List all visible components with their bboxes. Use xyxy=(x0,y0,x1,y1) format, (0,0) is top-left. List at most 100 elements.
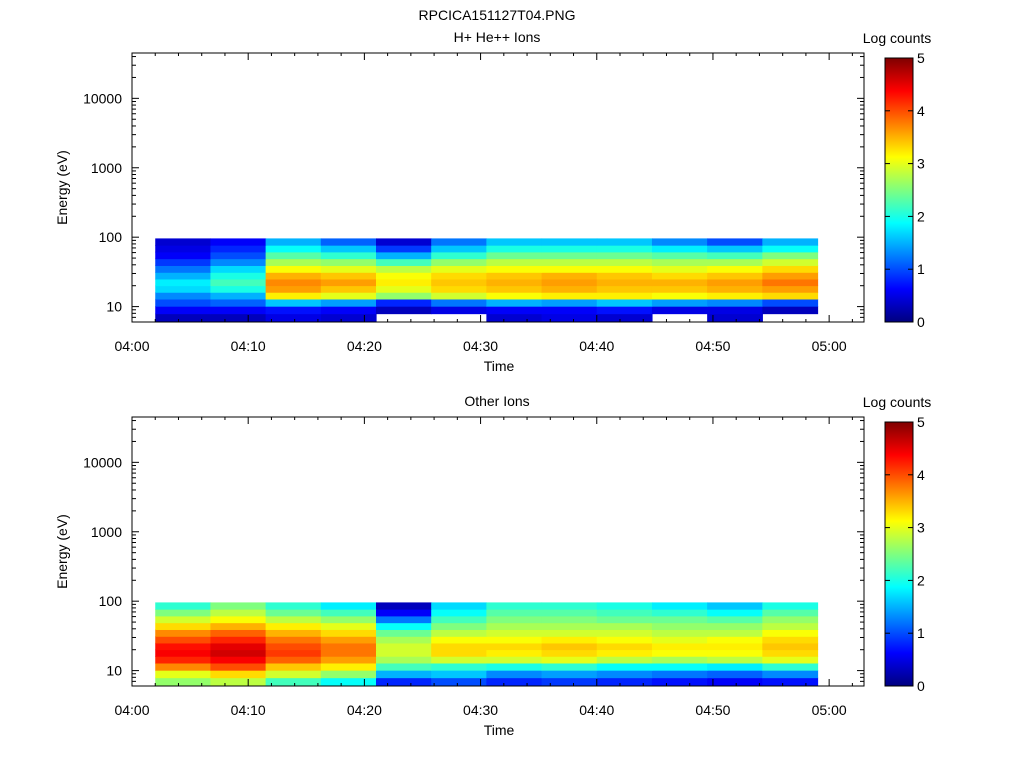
heatmap-cell xyxy=(155,245,212,253)
heatmap-cell xyxy=(210,642,267,651)
heatmap-cell xyxy=(155,677,212,686)
heatmap-cell xyxy=(707,306,763,315)
heatmap-cell xyxy=(651,615,708,624)
heatmap-cell xyxy=(596,298,653,307)
heatmap-cell xyxy=(376,278,432,287)
heatmap-cell xyxy=(210,278,267,287)
heatmap-cell xyxy=(210,285,267,293)
y-tick-label: 100 xyxy=(99,593,123,609)
heatmap-cell xyxy=(431,677,487,686)
heatmap-cell xyxy=(651,677,708,686)
heatmap-cell xyxy=(210,602,267,610)
heatmap-cell xyxy=(541,245,598,253)
heatmap-cell xyxy=(155,306,212,315)
heatmap-cell xyxy=(431,238,487,246)
heatmap-cell xyxy=(541,265,598,273)
heatmap-cell xyxy=(707,272,763,280)
heatmap-cell xyxy=(376,636,432,644)
y-axis-label: Energy (eV) xyxy=(54,514,70,589)
heatmap-cell xyxy=(320,272,377,280)
x-tick-label: 04:50 xyxy=(695,338,730,354)
heatmap-cell xyxy=(155,238,212,246)
heatmap-cell xyxy=(596,609,653,617)
heatmap-cell xyxy=(486,629,543,637)
heatmap-cell xyxy=(541,285,598,293)
heatmap-cell xyxy=(541,238,598,246)
heatmap-cell xyxy=(431,298,487,307)
heatmap-cell xyxy=(596,602,653,610)
heatmap-cell xyxy=(541,278,598,287)
panel-other-ions: 04:00 04:10 04:20 04:30 04:40 04:50 05:00 Time 1… xyxy=(54,393,931,738)
x-tick-label: 05:00 xyxy=(812,338,847,354)
heatmap-cell xyxy=(431,278,487,287)
y-axis: 10 100 1000 10000 Energy (eV) xyxy=(54,420,864,682)
heatmap-cell xyxy=(651,622,708,630)
heatmap-cell xyxy=(210,656,267,664)
heatmap-cell xyxy=(486,258,543,266)
heatmap-cell xyxy=(376,292,432,300)
heatmap-cell xyxy=(376,602,432,610)
heatmap-cell xyxy=(265,677,322,686)
heatmap-cell xyxy=(265,602,322,610)
heatmap-cell xyxy=(265,609,322,617)
heatmap-cell xyxy=(596,629,653,637)
heatmap-cell xyxy=(651,298,708,307)
heatmap-cell xyxy=(431,629,487,637)
colorbar-tick-label: 2 xyxy=(917,208,925,224)
heatmap-cell xyxy=(376,677,432,686)
heatmap-cell xyxy=(376,298,432,307)
heatmap-cell xyxy=(376,662,432,671)
colorbar-tick-label: 5 xyxy=(917,50,925,66)
heatmap-cell xyxy=(486,245,543,253)
heatmap-cell xyxy=(210,615,267,624)
heatmap-cell xyxy=(651,258,708,266)
heatmap-cell xyxy=(541,615,598,624)
heatmap-cell xyxy=(762,609,819,617)
heatmap-cell xyxy=(707,609,763,617)
x-axis-label: Time xyxy=(484,722,515,738)
x-tick-label: 04:30 xyxy=(463,338,498,354)
x-tick-label: 04:50 xyxy=(695,702,730,718)
heatmap-cell xyxy=(486,642,543,651)
heatmap-cell xyxy=(651,642,708,651)
heatmap-cell xyxy=(541,306,598,315)
heatmap-cell xyxy=(651,306,708,315)
heatmap-cell xyxy=(541,602,598,610)
y-tick-label: 10000 xyxy=(83,454,122,470)
heatmap-cell xyxy=(707,649,763,657)
colorbar: 0 1 2 3 4 5 Log counts xyxy=(863,30,932,330)
heatmap-cell xyxy=(431,602,487,610)
heatmap-cell xyxy=(320,629,377,637)
y-tick-label: 100 xyxy=(99,229,123,245)
heatmap-cell xyxy=(707,251,763,260)
plot-frame xyxy=(131,416,865,687)
heatmap-cell xyxy=(376,609,432,617)
heatmap-cell xyxy=(431,622,487,630)
x-tick-label: 04:00 xyxy=(114,338,149,354)
heatmap-cell xyxy=(486,622,543,630)
heatmap-cell xyxy=(596,251,653,260)
y-tick-label: 1000 xyxy=(91,524,122,540)
heatmap-cell xyxy=(762,298,819,307)
heatmap-cell xyxy=(431,245,487,253)
heatmap-cell xyxy=(320,642,377,651)
heatmap-cell xyxy=(486,313,543,322)
heatmap-cell xyxy=(320,298,377,307)
heatmap-cell xyxy=(762,292,819,300)
heatmap-cell xyxy=(486,265,543,273)
heatmap-cell xyxy=(376,642,432,651)
colorbar-tick-label: 0 xyxy=(917,678,925,694)
heatmap-cell xyxy=(265,278,322,287)
heatmap-cell xyxy=(651,649,708,657)
heatmap-cell xyxy=(707,622,763,630)
heatmap-cell xyxy=(596,306,653,315)
heatmap-cell xyxy=(155,285,212,293)
heatmap-cell xyxy=(596,313,653,322)
heatmap-cell xyxy=(651,662,708,671)
heatmap-cell xyxy=(265,285,322,293)
x-tick-label: 04:30 xyxy=(463,702,498,718)
heatmap-cell xyxy=(320,636,377,644)
heatmap-cell xyxy=(486,609,543,617)
heatmap-cell xyxy=(596,649,653,657)
heatmap-cell xyxy=(707,670,763,679)
